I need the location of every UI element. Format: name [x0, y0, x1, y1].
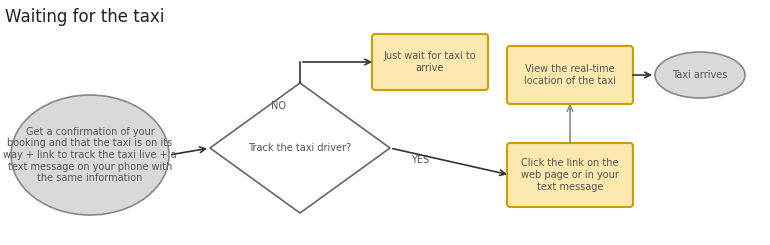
Ellipse shape: [655, 52, 745, 98]
FancyBboxPatch shape: [507, 46, 633, 104]
Text: NO: NO: [270, 100, 286, 110]
FancyBboxPatch shape: [372, 34, 488, 90]
Text: Track the taxi driver?: Track the taxi driver?: [249, 143, 352, 153]
Text: Get a confirmation of your
booking and that the taxi is on its
way + link to tra: Get a confirmation of your booking and t…: [3, 127, 177, 183]
Polygon shape: [210, 83, 390, 213]
Text: Taxi arrives: Taxi arrives: [672, 70, 728, 80]
Ellipse shape: [11, 95, 169, 215]
FancyBboxPatch shape: [507, 143, 633, 207]
Text: Click the link on the
web page or in your
text message: Click the link on the web page or in you…: [521, 159, 619, 192]
Text: Just wait for taxi to
arrive: Just wait for taxi to arrive: [383, 51, 477, 73]
Text: YES: YES: [411, 155, 429, 165]
Text: Waiting for the taxi: Waiting for the taxi: [5, 8, 164, 26]
Text: View the real-time
location of the taxi: View the real-time location of the taxi: [524, 64, 616, 86]
